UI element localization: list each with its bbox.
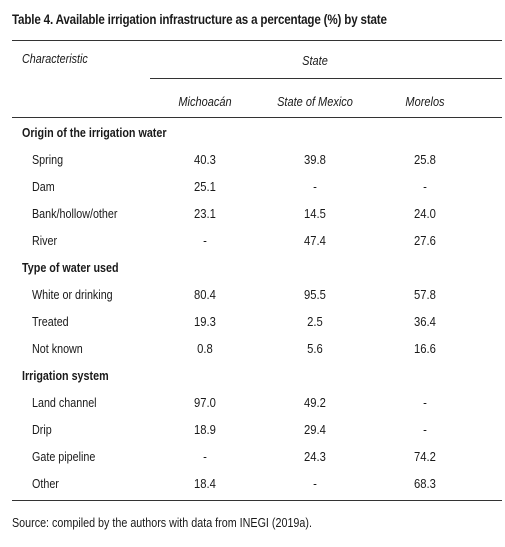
- row-label: Spring: [32, 153, 64, 167]
- table-cell: 14.5: [304, 207, 326, 221]
- group-title: Origin of the irrigation water: [22, 126, 167, 140]
- column-header-michoacan: Michoacán: [178, 95, 232, 109]
- table-cell: 19.3: [194, 315, 216, 329]
- table-cell: -: [203, 450, 207, 464]
- table-cell: 0.8: [197, 342, 213, 356]
- table-cell: 25.1: [194, 180, 216, 194]
- table-cell: 23.1: [194, 207, 216, 221]
- table-cell: 18.4: [194, 477, 216, 491]
- table-cell: 57.8: [414, 288, 436, 302]
- row-label: Drip: [32, 423, 52, 437]
- table-cell: 74.2: [414, 450, 436, 464]
- table-cell: 47.4: [304, 234, 326, 248]
- table-cell: -: [203, 234, 207, 248]
- row-label: Other: [32, 477, 59, 491]
- group-title: Irrigation system: [22, 369, 109, 383]
- table-cell: 40.3: [194, 153, 216, 167]
- table-cell: 49.2: [304, 396, 326, 410]
- table-cell: 80.4: [194, 288, 216, 302]
- table-cell: 2.5: [307, 315, 323, 329]
- header-bottom-rule: [12, 117, 502, 118]
- table-cell: -: [313, 180, 317, 194]
- row-label: Treated: [32, 315, 69, 329]
- table-cell: 16.6: [414, 342, 436, 356]
- table-cell: 36.4: [414, 315, 436, 329]
- table-cell: -: [423, 423, 427, 437]
- table-cell: 29.4: [304, 423, 326, 437]
- table-cell: 5.6: [307, 342, 323, 356]
- row-label: White or drinking: [32, 288, 113, 302]
- header-state: State: [302, 54, 328, 68]
- source-note: Source: compiled by the authors with dat…: [12, 516, 312, 530]
- row-label: Land channel: [32, 396, 97, 410]
- row-label: Gate pipeline: [32, 450, 96, 464]
- table-cell: -: [423, 396, 427, 410]
- bottom-rule: [12, 500, 502, 501]
- row-label: Not known: [32, 342, 83, 356]
- table-cell: 25.8: [414, 153, 436, 167]
- table-cell: 39.8: [304, 153, 326, 167]
- table-cell: 27.6: [414, 234, 436, 248]
- row-label: Dam: [32, 180, 55, 194]
- table-cell: -: [423, 180, 427, 194]
- table-cell: 24.0: [414, 207, 436, 221]
- table-cell: -: [313, 477, 317, 491]
- table-cell: 97.0: [194, 396, 216, 410]
- table-caption: Table 4. Available irrigation infrastruc…: [12, 12, 387, 27]
- header-characteristic: Characteristic: [22, 52, 88, 66]
- row-label: Bank/hollow/other: [32, 207, 118, 221]
- table-cell: 68.3: [414, 477, 436, 491]
- column-header-state-of-mexico: State of Mexico: [277, 95, 353, 109]
- state-header-rule: [150, 78, 502, 79]
- table-cell: 95.5: [304, 288, 326, 302]
- table-cell: 24.3: [304, 450, 326, 464]
- group-title: Type of water used: [22, 261, 119, 275]
- row-label: River: [32, 234, 58, 248]
- top-rule: [12, 40, 502, 41]
- column-header-morelos: Morelos: [405, 95, 445, 109]
- table-cell: 18.9: [194, 423, 216, 437]
